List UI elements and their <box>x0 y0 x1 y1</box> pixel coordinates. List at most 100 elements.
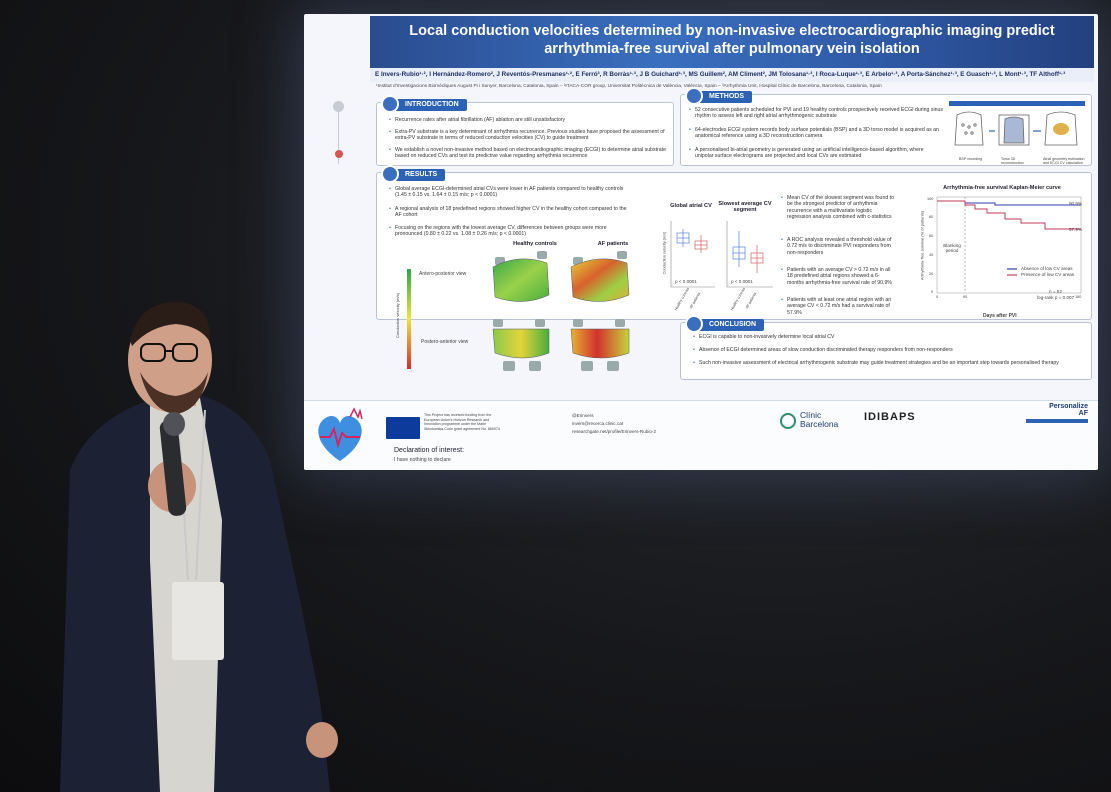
timeline-line <box>338 104 339 164</box>
introduction-header: INTRODUCTION <box>381 95 467 113</box>
km-xtick-0: 0 <box>936 295 939 299</box>
intro-bullet-1: Recurrence rates after atrial fibrillati… <box>389 117 667 124</box>
speaker-beard <box>140 372 208 414</box>
results-box: RESULTS Global average ECGI-determined a… <box>376 165 1092 371</box>
speaker-hand-2 <box>306 722 338 758</box>
map-label-af: AF patients <box>597 241 629 247</box>
researchgate-link: researchgate.net/profile/Erinvers-Rubio-… <box>572 429 657 434</box>
results-bullet-1: Global average ECGI-determined atrial CV… <box>389 186 633 199</box>
km-xtick-180: 180 <box>1075 295 1082 299</box>
timeline-dot-grey <box>333 101 344 112</box>
boxplot-1-pvalue: p < 0.0001 <box>675 279 697 284</box>
km-legend-presence: Presence of low CV areas <box>1021 272 1075 277</box>
conclusion-box: CONCLUSION ECGI is capable to non-invasi… <box>680 315 1092 380</box>
km-logrank: log-rank p = 0.007 <box>1037 295 1075 300</box>
affiliations: ¹Institut d'Investigacions Biomèdiques A… <box>376 84 882 89</box>
km-legend-absence: Absence of low CV areas <box>1021 266 1073 271</box>
methods-bullet-1: 52 consecutive patients scheduled for PV… <box>689 107 943 120</box>
speaker-jacket <box>60 395 330 792</box>
map-af-ap <box>570 251 630 302</box>
torso-figure-1 <box>954 111 984 146</box>
people-icon <box>685 87 703 105</box>
conclusion-header: CONCLUSION <box>685 315 765 333</box>
km-ytick-20: 20 <box>929 272 934 276</box>
km-ytick-60: 60 <box>929 234 934 238</box>
km-val-presence: 57.9% <box>1069 227 1083 232</box>
poster-title: Local conduction velocities determined b… <box>370 16 1094 68</box>
km-curve-presence <box>937 200 1081 230</box>
fig-label-atrial: Atrial geometry estimation and ECGI CV c… <box>1043 157 1085 165</box>
mic-stand <box>129 450 136 792</box>
speaker-shirt <box>150 398 222 792</box>
speaker-hair <box>130 301 211 346</box>
fig-label-torso: Torso 3D reconstruction <box>1001 157 1024 165</box>
people-icon <box>685 315 703 333</box>
results-right-bullet-3: Patients with an average CV > 0.72 m/s i… <box>781 267 895 286</box>
introduction-box: INTRODUCTION Recurrence rates after atri… <box>376 95 674 166</box>
km-ytick-40: 40 <box>929 253 934 257</box>
glasses-icon <box>140 343 198 362</box>
km-ytick-100: 100 <box>927 197 934 201</box>
fig-label-bsp: BSP recording <box>959 157 983 161</box>
results-bullet-2: A regional analysis of 18 predefined reg… <box>389 206 633 219</box>
map-healthy-ap <box>492 251 550 302</box>
methods-bullet-2: 64-electrodes ECGI system records body s… <box>689 127 943 140</box>
km-xtick-90: 90 <box>963 295 968 299</box>
methods-figure <box>949 101 1085 146</box>
results-right-bullet-1: Mean CV of the slowest segment was found… <box>781 195 895 220</box>
twitter-handle: @Erinvers <box>572 413 594 418</box>
personalize-af-logo: Personalize AF <box>1026 403 1088 431</box>
boxplot-1 <box>670 221 715 288</box>
declaration-text: I have nothing to declare <box>394 457 451 463</box>
boxplot-2-title: Slowest average CV segment <box>718 201 772 213</box>
conclusion-bullet-1: ECGI is capable to non-invasively determ… <box>693 334 1083 341</box>
projected-poster: Local conduction velocities determined b… <box>304 14 1098 470</box>
conclusion-bullet-3: Such non-invasive assessment of electric… <box>693 360 1083 367</box>
km-title: Arrhythmia-free survival Kaplan-Meier cu… <box>943 185 1061 191</box>
title-line-1: Local conduction velocities determined b… <box>409 23 1055 39</box>
results-right-bullet-4: Patients with at least one atrial region… <box>781 297 895 316</box>
email-address: invers@recerca.clinic.cat <box>572 421 624 426</box>
km-val-absence: 90.9% <box>1069 201 1083 206</box>
poster-footer: This Project has received funding from t… <box>304 400 1098 470</box>
map-label-view1: Antero-posterior view <box>419 271 467 277</box>
km-ytick-80: 80 <box>929 215 934 219</box>
timeline-dot-red <box>335 150 343 158</box>
colorbar <box>407 269 411 369</box>
boxplots <box>670 221 773 288</box>
atrial-maps <box>492 251 630 371</box>
speaker-hand <box>148 460 196 512</box>
declaration-title: Declaration of interest: <box>394 447 465 454</box>
methods-box: METHODS 52 consecutive patients schedule… <box>680 87 1092 166</box>
funding-text: This Project has received funding from t… <box>424 413 500 431</box>
clinic-logo-text: Clínic Barcelona <box>800 410 839 429</box>
colorbar-label: Conduction velocity (m/s) <box>394 293 400 338</box>
name-badge <box>172 582 224 660</box>
intro-bullet-3: We establish a novel non-invasive method… <box>389 147 667 160</box>
author-list: E Invers-Rubio¹·², I Hernández-Romero², … <box>370 68 1094 82</box>
boxplot-2 <box>726 221 773 288</box>
people-icon <box>381 165 399 183</box>
map-af-pa <box>570 319 630 371</box>
intro-bullet-2: Extra-PV substrate is a key determinant … <box>389 129 667 142</box>
km-n: n = 52 <box>1049 289 1062 294</box>
km-xlabel: Days after PVI <box>983 313 1017 319</box>
boxplot-ylabel: Conduction velocity (m/s) <box>662 231 667 275</box>
eu-flag-icon <box>386 417 420 439</box>
map-label-healthy: Healthy controls <box>513 241 557 247</box>
clinic-logo-icon <box>780 413 796 429</box>
methods-header: METHODS <box>685 87 752 105</box>
speaker-head <box>128 308 212 412</box>
conclusion-bullet-2: Absence of ECGI determined areas of slow… <box>693 347 1083 354</box>
boxplot-1-title: Global atrial CV <box>670 203 712 209</box>
people-icon <box>381 95 399 113</box>
boxplot-2-pvalue: p < 0.0001 <box>731 279 753 284</box>
results-bullet-3: Focusing on the regions with the lowest … <box>389 225 633 238</box>
results-header: RESULTS <box>381 165 446 183</box>
km-blanking: Blanking period <box>943 243 961 253</box>
idibaps-logo: IDIBAPS <box>864 411 916 423</box>
map-healthy-pa <box>492 319 550 371</box>
handheld-microphone <box>159 420 187 516</box>
torso-figure-2 <box>998 114 1030 146</box>
km-chart <box>936 196 1082 294</box>
